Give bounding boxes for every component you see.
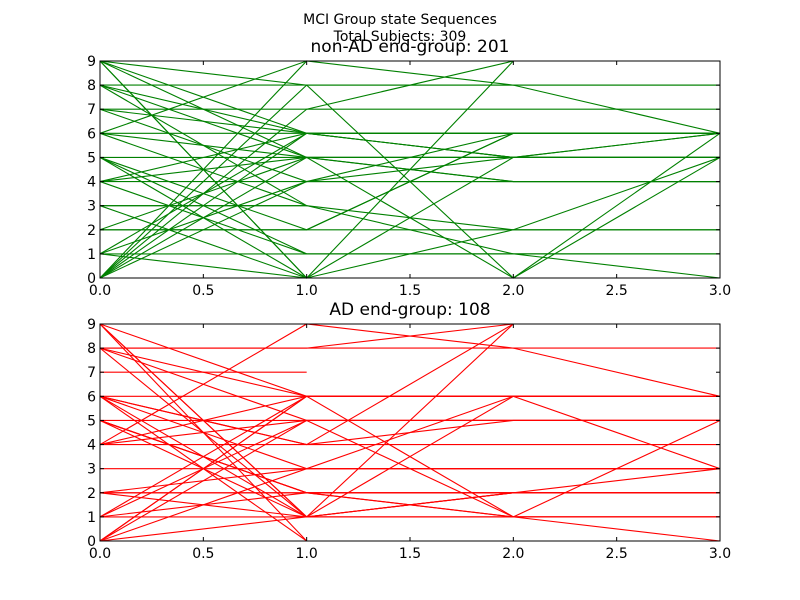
non-ad-sequence-lines (99, 60, 721, 279)
ad-panel-title: AD end-group: 108 (329, 300, 490, 320)
ad-sequence-lines (99, 323, 721, 542)
non-ad-x-tick-label-6: 3.0 (709, 283, 731, 299)
ad-sequence-line-36 (99, 419, 721, 542)
non-ad-sequence-line-38 (100, 132, 720, 231)
non-ad-sequence-line-39 (99, 60, 721, 279)
ad-x-tick-label-1: 0.5 (192, 546, 214, 562)
ad-x-tick-label-0: 0.0 (89, 546, 111, 562)
non-ad-y-tick-label-9: 9 (87, 54, 96, 70)
ad-y-tick-label-7: 7 (87, 365, 96, 381)
non-ad-x-tick-label-3: 1.5 (399, 283, 421, 299)
non-ad-x-tick-label-4: 2.0 (502, 283, 524, 299)
ad-y-tick-label-8: 8 (87, 341, 96, 357)
ad-y-tick-label-0: 0 (87, 534, 96, 550)
ad-sequence-line-35 (99, 419, 721, 494)
non-ad-sequence-line-40 (99, 156, 721, 279)
non-ad-sequence-line-15 (99, 108, 720, 134)
ad-panel: AD end-group: 108 0.0 0.5 1.0 1.5 2.0 2.5 3.00… (87, 300, 731, 562)
ad-x-tick-label-5: 2.5 (606, 546, 628, 562)
ad-y-tick-label-5: 5 (87, 413, 96, 429)
non-ad-y-tick-label-2: 2 (87, 223, 96, 239)
non-ad-sequence-line-32 (99, 132, 720, 255)
non-ad-axis-ticks: 0.0 0.5 1.0 1.5 2.0 2.5 3.0 0 1 2 3 4 5 6 7 8 9 (87, 54, 731, 299)
ad-y-tick-label-9: 9 (87, 317, 96, 333)
non-ad-sequence-line-22 (99, 156, 720, 231)
ad-x-tick-label-3: 1.5 (399, 546, 421, 562)
non-ad-y-tick-label-8: 8 (87, 78, 96, 94)
non-ad-x-tick-label-5: 2.5 (606, 283, 628, 299)
non-ad-sequence-line-13 (99, 84, 720, 158)
non-ad-y-tick-label-0: 0 (87, 271, 96, 287)
ad-sequence-line-38 (100, 419, 721, 518)
ad-sequence-line-34 (99, 323, 721, 446)
non-ad-x-tick-label-2: 1.0 (296, 283, 318, 299)
figure-title-line1: MCI Group state Sequences (303, 12, 497, 28)
ad-axis-ticks: 0.0 0.5 1.0 1.5 2.0 2.5 3.0 0 1 2 3 4 5 6 7 8 9 (87, 317, 731, 562)
ad-sequence-line-37 (99, 323, 721, 518)
ad-x-tick-label-4: 2.0 (502, 546, 524, 562)
non-ad-y-tick-label-1: 1 (87, 247, 96, 263)
non-ad-sequence-line-23 (99, 132, 720, 255)
non-ad-sequence-line-12 (99, 60, 720, 183)
ad-sequence-line-26 (99, 323, 720, 397)
non-ad-panel-title: non-AD end-group: 201 (311, 37, 510, 57)
non-ad-y-tick-label-7: 7 (87, 102, 96, 118)
ad-y-tick-label-2: 2 (87, 486, 96, 502)
ad-x-tick-label-6: 3.0 (709, 546, 731, 562)
non-ad-y-tick-label-6: 6 (87, 126, 96, 142)
ad-x-tick-label-2: 1.0 (296, 546, 318, 562)
non-ad-panel: non-AD end-group: 201 0.0 0.5 1.0 1.5 2.0 2.5… (87, 37, 731, 299)
ad-y-tick-label-4: 4 (87, 438, 96, 454)
ad-y-tick-label-3: 3 (87, 462, 96, 478)
non-ad-x-tick-label-0: 0.0 (89, 283, 111, 299)
ad-sequence-line-25 (99, 323, 720, 446)
non-ad-y-tick-label-5: 5 (87, 150, 96, 166)
non-ad-x-tick-label-1: 0.5 (192, 283, 214, 299)
ad-y-tick-label-1: 1 (87, 510, 96, 526)
non-ad-y-tick-label-3: 3 (87, 199, 96, 215)
ad-sequence-line-22 (99, 419, 720, 542)
non-ad-y-tick-label-4: 4 (87, 175, 96, 191)
non-ad-sequence-line-14 (99, 84, 720, 158)
ad-y-tick-label-6: 6 (87, 389, 96, 405)
figure-title-line2: Total Subjects: 309 (333, 29, 467, 45)
